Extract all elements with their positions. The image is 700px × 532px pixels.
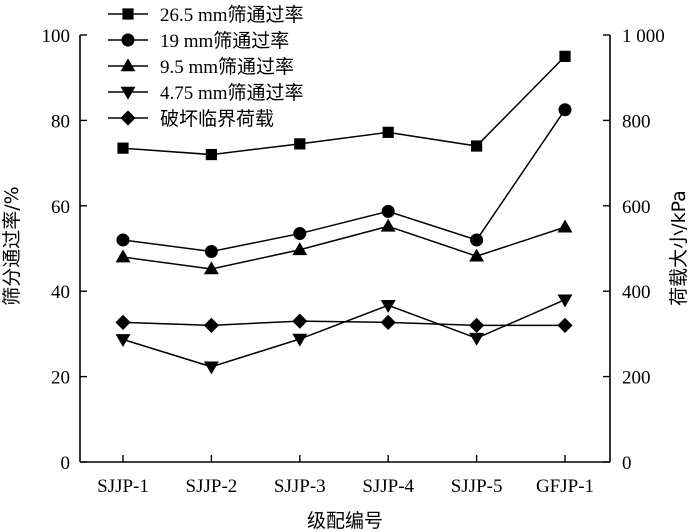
left-y-tick-label: 0 <box>61 453 71 474</box>
legend-item: 破坏临界荷载 <box>108 108 274 130</box>
x-tick-label: GFJP-1 <box>536 476 594 497</box>
data-point-square <box>471 140 483 152</box>
x-tick-label: SJJP-3 <box>274 476 326 497</box>
series-line <box>122 55 566 156</box>
series-line <box>122 299 566 368</box>
legend-marker-circle <box>121 33 135 47</box>
data-point-square <box>117 142 129 154</box>
axes <box>79 35 611 463</box>
right-y-axis-title: 荷载大小/kPa <box>668 190 690 306</box>
data-point-square <box>382 126 394 138</box>
legend-label: 破坏临界荷载 <box>160 108 274 130</box>
data-point-square <box>205 148 218 161</box>
data-point-triangle-up <box>469 248 485 262</box>
left-y-tick-label: 100 <box>42 26 71 47</box>
left-y-tick-label: 20 <box>51 368 70 389</box>
legend-item: 19 mm筛通过率 <box>108 30 289 52</box>
legend: 26.5 mm筛通过率 19 mm筛通过率 9.5 mm筛通过率 4.75 mm筛通过… <box>108 4 304 130</box>
data-point-circle <box>470 233 484 247</box>
right-y-tick-label: 400 <box>622 282 651 303</box>
x-tick-label: SJJP-2 <box>186 476 238 497</box>
legend-label: 26.5 mm筛通过率 <box>160 4 304 26</box>
x-tick-label: SJJP-5 <box>451 476 503 497</box>
legend-marker-triangle-up <box>120 58 136 72</box>
left-y-tick-label: 80 <box>51 111 70 132</box>
data-point-triangle-down <box>557 294 573 308</box>
data-point-triangle-up <box>115 249 131 263</box>
series-3 <box>115 218 573 275</box>
data-point-triangle-up <box>380 218 396 232</box>
data-point-triangle-down <box>380 299 396 313</box>
series-2 <box>116 103 572 258</box>
legend-item: 26.5 mm筛通过率 <box>108 4 304 26</box>
series-line <box>122 225 566 270</box>
left-y-tick-label: 60 <box>51 197 70 218</box>
right-y-tick-label: 600 <box>622 197 651 218</box>
legend-item: 9.5 mm筛通过率 <box>108 56 294 78</box>
legend-item: 4.75 mm筛通过率 <box>108 82 304 104</box>
right-y-tick-label: 1 000 <box>622 26 665 47</box>
x-tick-label: SJJP-4 <box>362 476 414 497</box>
legend-label: 4.75 mm筛通过率 <box>160 82 304 104</box>
legend-label: 9.5 mm筛通过率 <box>160 56 294 78</box>
data-point-triangle-up <box>203 261 219 275</box>
right-y-tick-label: 0 <box>622 453 632 474</box>
right-y-tick-label: 800 <box>622 111 651 132</box>
series-5 <box>115 313 573 333</box>
data-point-triangle-up <box>292 242 308 256</box>
data-point-triangle-down <box>203 361 219 375</box>
x-tick-label: SJJP-1 <box>97 476 149 497</box>
legend-marker-diamond <box>120 110 136 126</box>
series-4 <box>115 294 573 375</box>
data-point-diamond <box>203 317 220 333</box>
x-axis-title: 级配编号 <box>307 510 383 532</box>
data-point-diamond <box>292 313 308 329</box>
data-point-triangle-down <box>115 334 131 348</box>
legend-marker-square <box>122 8 134 20</box>
data-point-triangle-up <box>557 219 573 233</box>
data-point-diamond <box>380 314 396 330</box>
data-point-circle <box>116 233 130 247</box>
series <box>115 50 573 375</box>
data-point-circle <box>558 103 572 117</box>
series-1 <box>117 50 571 161</box>
data-point-circle <box>381 204 395 218</box>
data-point-diamond <box>557 317 573 333</box>
data-point-square <box>559 50 571 62</box>
left-y-axis-title: 筛分通过率/% <box>1 186 23 305</box>
data-point-triangle-down <box>469 332 485 346</box>
left-y-tick-label: 40 <box>51 282 70 303</box>
data-point-circle <box>204 244 218 258</box>
series-line <box>122 109 566 253</box>
data-point-diamond <box>115 314 131 330</box>
right-y-tick-label: 200 <box>622 368 651 389</box>
series-line <box>122 320 565 327</box>
legend-label: 19 mm筛通过率 <box>160 30 289 52</box>
data-point-diamond <box>468 317 485 333</box>
data-point-circle <box>293 227 307 241</box>
legend-marker-triangle-down <box>120 86 136 100</box>
data-point-square <box>294 138 306 150</box>
data-point-triangle-down <box>292 333 308 347</box>
